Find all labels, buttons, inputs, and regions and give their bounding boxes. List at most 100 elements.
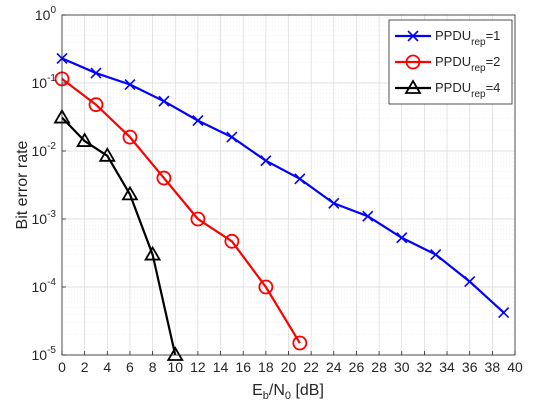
x-tick-label: 20 bbox=[281, 359, 297, 375]
series-1-point-stroke-b bbox=[90, 67, 102, 79]
y-tick-exponent: 0 bbox=[50, 5, 56, 16]
x-tick-label: 12 bbox=[190, 359, 206, 375]
x-tick-labels: 0 2 4 6 8 10 12 14 16 18 20 22 24 26 28 30 32 34 36 38 40 bbox=[58, 351, 523, 375]
y-axis-label: Bit error rate bbox=[14, 140, 31, 229]
x-tick-label: 28 bbox=[371, 359, 387, 375]
y-tick-exponent: -4 bbox=[47, 277, 56, 288]
legend-marker-stroke-b bbox=[407, 30, 419, 42]
legend-marker bbox=[405, 54, 421, 70]
series-1-point bbox=[430, 248, 442, 261]
y-tick-base: 10 bbox=[32, 279, 48, 295]
legend-label-base: PPDU bbox=[435, 28, 471, 43]
x-tick-label: 10 bbox=[167, 359, 183, 375]
x-tick-label: 38 bbox=[485, 359, 501, 375]
x-tick-label: 14 bbox=[213, 359, 229, 375]
y-tick-exponent: -5 bbox=[47, 345, 56, 356]
legend-label-base: PPDU bbox=[435, 54, 471, 69]
x-tick-label: 18 bbox=[258, 359, 274, 375]
series-1-point bbox=[464, 276, 476, 288]
y-tick-label: 10-1 bbox=[32, 73, 57, 91]
legend-label-base: PPDU bbox=[435, 80, 471, 95]
series-3-point bbox=[98, 147, 116, 162]
series-1-point-stroke-b bbox=[192, 115, 204, 127]
series-1-point bbox=[124, 78, 136, 91]
legend-label-sub: rep bbox=[471, 37, 486, 48]
series-3-point bbox=[121, 185, 139, 201]
legend-marker bbox=[407, 30, 419, 42]
series-1-point bbox=[498, 307, 510, 319]
y-tick-label: 10-3 bbox=[32, 209, 57, 227]
series-1-point-stroke-b bbox=[124, 78, 136, 91]
x-tick-label: 8 bbox=[149, 359, 157, 375]
x-tick-label: 30 bbox=[394, 359, 410, 375]
y-tick-base: 10 bbox=[35, 7, 51, 23]
x-tick-label: 36 bbox=[462, 359, 478, 375]
x-tick-label: 6 bbox=[126, 359, 134, 375]
series-1-point bbox=[294, 173, 306, 185]
x-tick-label: 2 bbox=[81, 359, 89, 375]
series-3-point bbox=[144, 245, 162, 261]
x-axis-label-sub2: 0 bbox=[285, 390, 291, 402]
series-1-point-stroke-b bbox=[498, 307, 510, 319]
series-2-line bbox=[61, 77, 301, 344]
series-1-line bbox=[61, 57, 505, 314]
series-1-point bbox=[192, 115, 204, 127]
x-tick-label: 26 bbox=[349, 359, 365, 375]
x-tick-label: 22 bbox=[303, 359, 319, 375]
series-2-point bbox=[156, 170, 172, 186]
series-2-point bbox=[88, 97, 104, 113]
x-axis-label-sub1: b bbox=[263, 390, 269, 402]
series-1-point-stroke-b bbox=[158, 95, 170, 107]
legend-label-suffix: =1 bbox=[486, 28, 501, 43]
series-1-point bbox=[226, 131, 238, 143]
series-1-point-stroke-b bbox=[430, 248, 442, 261]
series-3-line bbox=[61, 116, 177, 356]
x-tick-label: 34 bbox=[439, 359, 455, 375]
series-1-point-stroke-b bbox=[226, 131, 238, 143]
series-1-point-stroke-b bbox=[362, 210, 374, 222]
series-1-point-stroke-b bbox=[396, 232, 408, 244]
series-2-point bbox=[190, 211, 206, 227]
series-3-point bbox=[76, 132, 94, 147]
x-tick-label: 32 bbox=[417, 359, 433, 375]
x-axis-label-unit: [dB] bbox=[291, 382, 324, 399]
series-2-point bbox=[292, 335, 308, 351]
x-tick-label: 40 bbox=[507, 359, 523, 375]
series-3 bbox=[53, 108, 184, 361]
y-tick-label: 10-2 bbox=[32, 141, 57, 159]
y-tick-label: 10-5 bbox=[32, 345, 57, 363]
legend-label: PPDUrep=1 bbox=[435, 28, 500, 48]
series-1-point-stroke-b bbox=[328, 197, 340, 209]
x-axis-label-base: E bbox=[252, 382, 263, 399]
series-2-point bbox=[122, 129, 138, 145]
legend-label-sub: rep bbox=[471, 63, 486, 74]
y-tick-base: 10 bbox=[32, 143, 48, 159]
series-1-point bbox=[362, 210, 374, 222]
series-1-point-stroke-b bbox=[260, 155, 272, 167]
series-1-point bbox=[90, 67, 102, 79]
y-tick-base: 10 bbox=[32, 347, 48, 363]
x-axis-label: Eb/N0 [dB] bbox=[252, 382, 324, 402]
legend-label: PPDUrep=4 bbox=[435, 80, 500, 100]
y-tick-exponent: -1 bbox=[47, 73, 56, 84]
series-1-point-stroke-b bbox=[294, 173, 306, 185]
series-1-point bbox=[260, 155, 272, 167]
y-tick-exponent: -3 bbox=[47, 209, 56, 220]
y-tick-base: 10 bbox=[32, 75, 48, 91]
legend-label-suffix: =2 bbox=[486, 54, 501, 69]
series-1-point bbox=[158, 95, 170, 107]
series-1-point-stroke-b bbox=[464, 276, 476, 288]
legend-label: PPDUrep=2 bbox=[435, 54, 500, 74]
x-axis-label-mid: /N bbox=[269, 382, 285, 399]
y-tick-label: 10-4 bbox=[32, 277, 57, 295]
legend-label-suffix: =4 bbox=[486, 80, 501, 95]
series-2-point bbox=[224, 233, 240, 249]
y-tick-base: 10 bbox=[32, 211, 48, 227]
series-1-point bbox=[328, 197, 340, 209]
x-tick-label: 0 bbox=[58, 359, 66, 375]
x-tick-label: 24 bbox=[326, 359, 342, 375]
series-3-point bbox=[166, 346, 184, 361]
